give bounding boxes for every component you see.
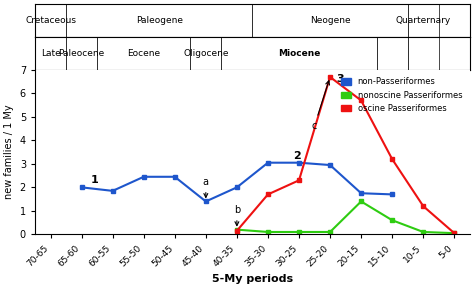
Legend: non-Passeriformes, nonoscine Passeriformes, oscine Passeriformes: non-Passeriformes, nonoscine Passeriform… (337, 74, 465, 116)
Text: Paleogene: Paleogene (136, 16, 183, 25)
X-axis label: 5-My periods: 5-My periods (212, 274, 293, 284)
Text: c: c (312, 81, 329, 131)
Text: 2: 2 (293, 151, 301, 161)
Bar (35, 4, 66, 37)
Text: Miocene: Miocene (278, 49, 320, 58)
Bar (253, 4, 408, 37)
Bar (221, 37, 377, 70)
Text: Eocene: Eocene (127, 49, 160, 58)
Text: Quarternary: Quarternary (396, 16, 451, 25)
Bar (408, 4, 439, 37)
Text: b: b (234, 205, 240, 226)
Bar (190, 37, 221, 70)
Text: Late: Late (41, 49, 60, 58)
Bar (377, 37, 408, 70)
Bar (35, 37, 66, 70)
Text: Oligocene: Oligocene (183, 49, 228, 58)
Text: Paleocene: Paleocene (58, 49, 105, 58)
Text: a: a (203, 177, 209, 197)
Bar (66, 37, 97, 70)
Text: Cretaceous: Cretaceous (25, 16, 76, 25)
Text: 3: 3 (336, 74, 344, 84)
Y-axis label: new families / 1 My: new families / 1 My (4, 105, 14, 199)
Text: Neogene: Neogene (310, 16, 350, 25)
Bar (408, 37, 439, 70)
Text: 1: 1 (91, 175, 99, 185)
Bar (97, 37, 190, 70)
Bar (66, 4, 253, 37)
